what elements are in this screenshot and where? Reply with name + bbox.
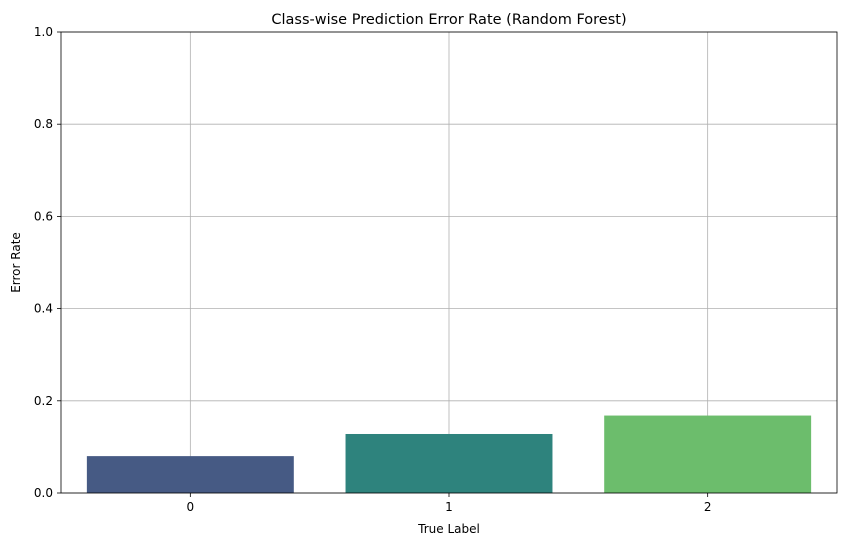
- y-tick-label: 0.0: [34, 486, 53, 500]
- x-tick-label: 0: [187, 500, 195, 514]
- y-axis-label: Error Rate: [9, 232, 23, 293]
- y-tick-label: 0.6: [34, 209, 53, 223]
- y-tick-label: 0.8: [34, 117, 53, 131]
- y-axis: 0.0 0.2 0.4 0.6 0.8 1.0: [34, 25, 61, 500]
- chart-title: Class-wise Prediction Error Rate (Random…: [271, 12, 626, 28]
- x-axis: 0 1 2: [187, 493, 712, 514]
- bar-0: [86, 456, 294, 493]
- x-tick-label: 2: [704, 500, 712, 514]
- y-tick-label: 0.4: [34, 302, 53, 316]
- bar-1: [345, 433, 553, 493]
- y-tick-label: 1.0: [34, 25, 53, 39]
- y-tick-label: 0.2: [34, 394, 53, 408]
- x-tick-label: 1: [445, 500, 453, 514]
- bars: [86, 415, 812, 493]
- bar-2: [604, 415, 812, 493]
- x-axis-label: True Label: [417, 522, 480, 536]
